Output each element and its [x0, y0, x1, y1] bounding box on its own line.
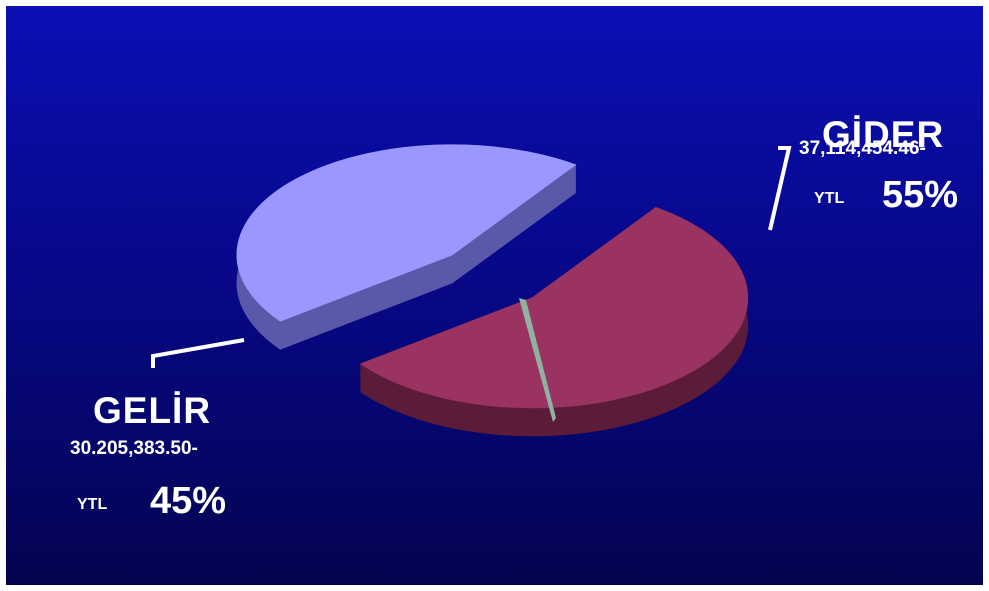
gelir-amount: 30.205,383.50- — [70, 438, 198, 459]
pie-slice-thin — [519, 298, 556, 422]
pie-chart — [151, 144, 792, 437]
gider-unit: YTL — [814, 190, 845, 207]
pie-slice-gider — [359, 206, 749, 437]
chart-slide: GİDER 37,114,454.46- YTL 55% GELİR 30.20… — [6, 6, 983, 585]
gider-percent: 55% — [882, 174, 959, 216]
gider-amount: 37,114,454.46- — [799, 138, 926, 159]
gelir-unit: YTL — [77, 496, 108, 513]
leader-line-gelir — [151, 338, 245, 368]
gider-label: GİDER — [822, 114, 945, 155]
pie-slice-gelir — [236, 144, 577, 351]
gelir-percent: 45% — [150, 480, 227, 522]
leader-line-gider — [768, 146, 792, 231]
gelir-label: GELİR — [93, 390, 212, 431]
